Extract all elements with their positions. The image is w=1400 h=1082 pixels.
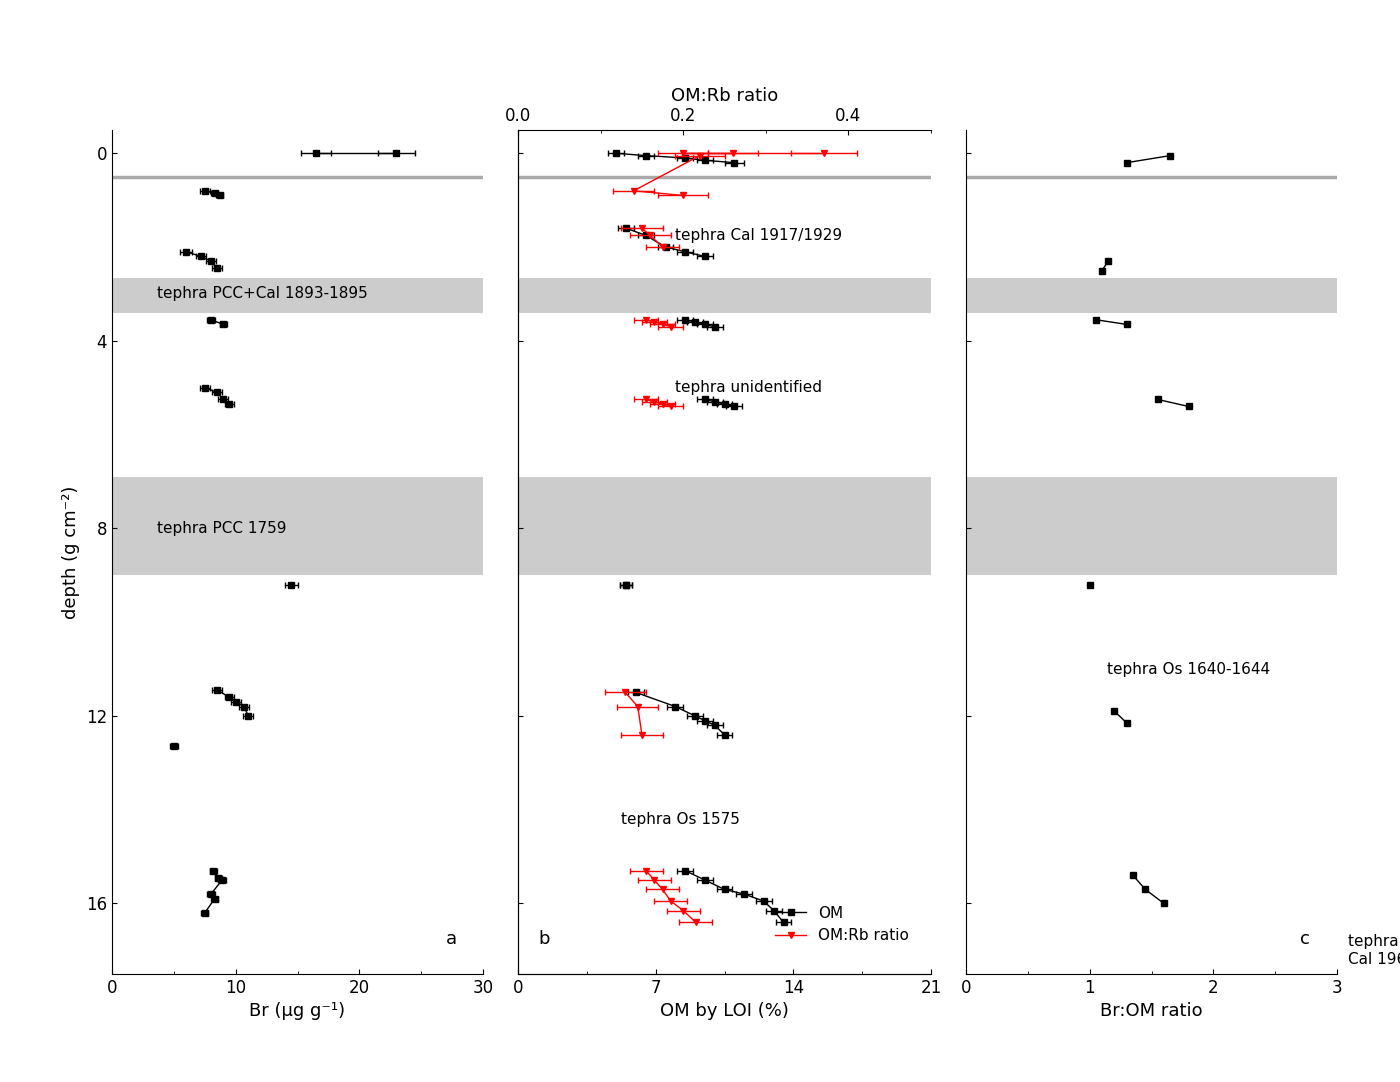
Text: c: c bbox=[1301, 931, 1310, 949]
X-axis label: Br (μg g⁻¹): Br (μg g⁻¹) bbox=[249, 1002, 346, 1020]
Text: tephra PCC 1759: tephra PCC 1759 bbox=[157, 520, 286, 536]
Bar bbox=[112, 278, 483, 313]
Text: a: a bbox=[445, 931, 456, 949]
Bar bbox=[966, 278, 1337, 313]
Text: tephra Cal 1917/1929: tephra Cal 1917/1929 bbox=[675, 228, 841, 242]
Legend: OM, OM:Rb ratio: OM, OM:Rb ratio bbox=[769, 899, 916, 949]
Text: tephra Os 1640-1644: tephra Os 1640-1644 bbox=[1107, 661, 1270, 676]
Y-axis label: depth (g cm⁻²): depth (g cm⁻²) bbox=[63, 485, 80, 619]
Text: tephra unidentified: tephra unidentified bbox=[675, 380, 822, 395]
Text: tephra PCC+
Cal 1960-1961: tephra PCC+ Cal 1960-1961 bbox=[1348, 934, 1400, 966]
Text: tephra PCC+Cal 1893-1895: tephra PCC+Cal 1893-1895 bbox=[157, 287, 367, 302]
Bar bbox=[966, 477, 1337, 576]
Text: tephra Os 1575: tephra Os 1575 bbox=[622, 812, 741, 827]
Bar bbox=[112, 477, 483, 576]
X-axis label: Br:OM ratio: Br:OM ratio bbox=[1100, 1002, 1203, 1020]
Bar bbox=[518, 477, 931, 576]
X-axis label: OM:Rb ratio: OM:Rb ratio bbox=[671, 88, 778, 105]
X-axis label: OM by LOI (%): OM by LOI (%) bbox=[659, 1002, 790, 1020]
Text: b: b bbox=[539, 931, 550, 949]
Bar bbox=[518, 278, 931, 313]
